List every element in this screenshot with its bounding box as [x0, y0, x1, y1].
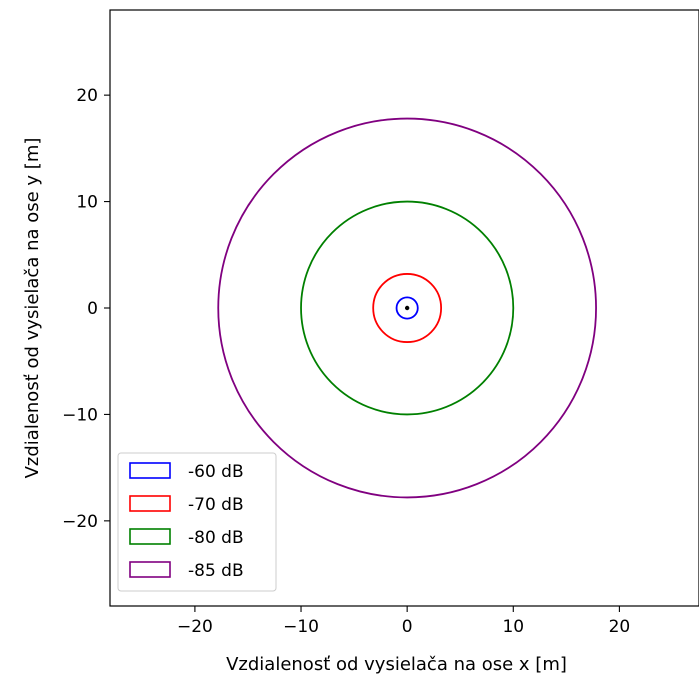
legend-item: -85 dB — [129, 561, 244, 581]
legend-swatch — [129, 462, 171, 479]
series-circle-85-db — [217, 117, 597, 499]
x-axis-label: Vzdialenosť od vysielača na ose x [m] — [226, 654, 567, 675]
center-point — [404, 305, 410, 311]
y-tick-label: 0 — [87, 299, 98, 319]
legend-label: -70 dB — [188, 495, 244, 515]
y-axis-label: Vzdialenosť od vysielača na ose y [m] — [22, 138, 43, 479]
y-tick-label: −10 — [62, 405, 98, 425]
y-tick-label: 10 — [76, 193, 98, 213]
legend-label: -80 dB — [188, 528, 244, 548]
legend-swatch — [129, 495, 171, 512]
series-circle-80-db — [300, 200, 515, 416]
legend-item: -60 dB — [129, 462, 244, 482]
plot-area — [217, 117, 597, 499]
y-axis: −20 −10 0 10 20 — [62, 86, 110, 532]
x-tick-label: −10 — [283, 617, 319, 637]
y-tick-label: 20 — [76, 86, 98, 106]
legend: -60 dB -70 dB -80 dB -85 dB — [117, 452, 277, 592]
legend-swatch — [129, 561, 171, 578]
x-axis: −20 −10 0 10 20 — [177, 606, 630, 637]
x-tick-label: 10 — [502, 617, 524, 637]
legend-box — [117, 452, 277, 592]
legend-item: -80 dB — [129, 528, 244, 548]
legend-swatch — [129, 528, 171, 545]
x-tick-label: 0 — [402, 617, 413, 637]
y-tick-label: −20 — [62, 512, 98, 532]
x-tick-label: 20 — [609, 617, 631, 637]
legend-item: -70 dB — [129, 495, 244, 515]
legend-label: -60 dB — [188, 462, 244, 482]
x-tick-label: −20 — [177, 617, 213, 637]
legend-label: -85 dB — [188, 561, 244, 581]
series-circle-70-db — [372, 273, 443, 343]
series-circle-60-db — [395, 296, 419, 320]
